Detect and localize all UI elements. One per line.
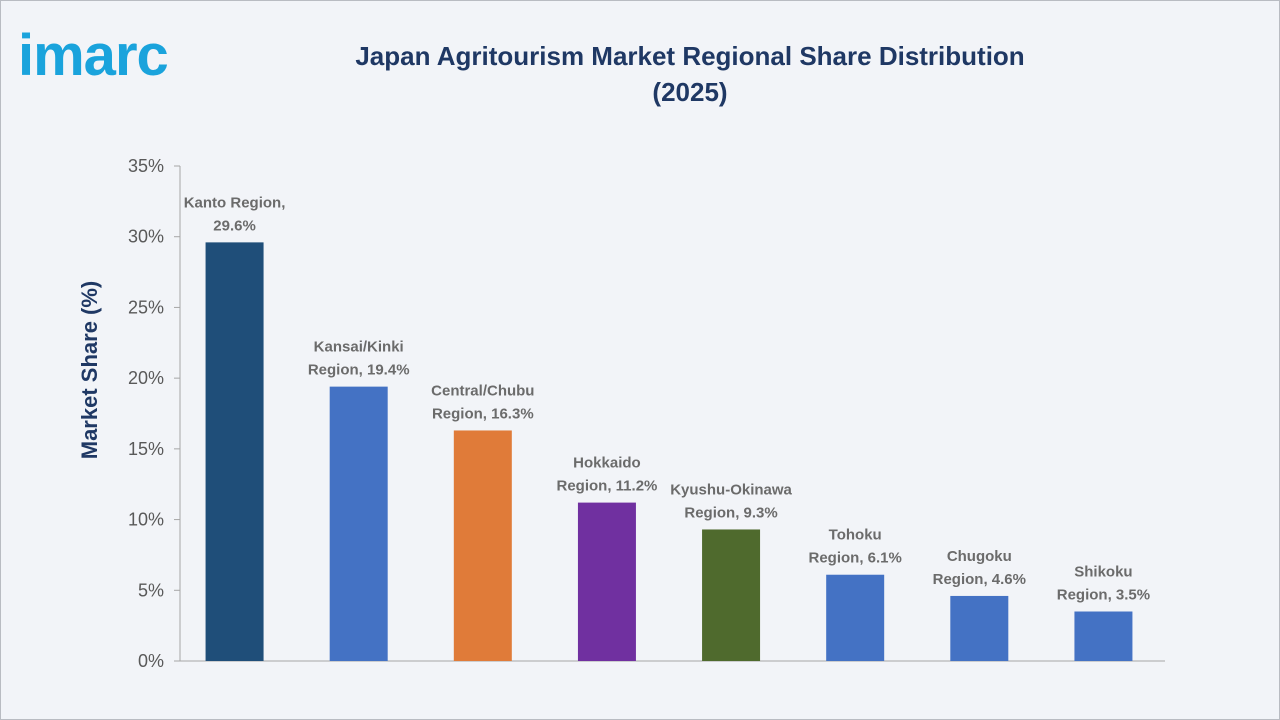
- imarc-logo: imarc: [18, 23, 169, 88]
- data-label-line: Tohoku: [829, 527, 882, 544]
- bar: [1074, 611, 1133, 661]
- bar: [826, 574, 885, 661]
- y-tick-label: 0%: [138, 651, 164, 671]
- data-label: Shikoku Region, 3.5%: [1057, 564, 1150, 604]
- y-tick-label: 5%: [138, 580, 164, 600]
- y-tick-label: 10%: [128, 510, 164, 530]
- data-label: Chugoku Region, 4.6%: [933, 548, 1026, 588]
- chart-title: Japan Agritourism Market Regional Share …: [290, 38, 1090, 110]
- data-label: Hokkaido Region, 11.2%: [557, 455, 658, 495]
- bar: [702, 529, 761, 661]
- data-label-line: Shikoku: [1074, 564, 1132, 581]
- data-label: Central/Chubu Region, 16.3%: [431, 382, 534, 422]
- y-tick-label: 30%: [128, 227, 164, 247]
- chart-title-line-2: (2025): [652, 77, 728, 107]
- chart-data-labels: Kanto Region, 29.6% Kansai/Kinki Region, 19…: [184, 194, 1150, 603]
- data-label-line: Hokkaido: [573, 455, 641, 472]
- data-label-line: Region, 6.1%: [809, 550, 902, 567]
- data-label: Kyushu-Okinawa Region, 9.3%: [670, 481, 792, 521]
- y-tick-label: 25%: [128, 297, 164, 317]
- chart-title-line-1: Japan Agritourism Market Regional Share …: [355, 41, 1025, 71]
- data-label-line: Region, 19.4%: [308, 362, 410, 379]
- data-label-line: Central/Chubu: [431, 382, 534, 399]
- y-tick-label: 20%: [128, 368, 164, 388]
- data-label-line: Region, 16.3%: [432, 405, 534, 422]
- y-axis-label: Market Share (%): [77, 281, 102, 460]
- data-label-line: Chugoku: [947, 548, 1012, 565]
- data-label-line: Kyushu-Okinawa: [670, 481, 792, 498]
- data-label-line: Region, 4.6%: [933, 571, 1026, 588]
- data-label-line: Region, 11.2%: [557, 478, 658, 495]
- data-label-line: 29.6%: [213, 217, 256, 234]
- data-label: Kanto Region, 29.6%: [184, 194, 286, 234]
- data-label-line: Region, 3.5%: [1057, 587, 1150, 604]
- bar: [950, 595, 1009, 661]
- bar: [453, 430, 512, 661]
- y-tick-label: 15%: [128, 439, 164, 459]
- data-label: Kansai/Kinki Region, 19.4%: [308, 339, 410, 379]
- chart-bars: [205, 242, 1133, 661]
- bar: [329, 386, 388, 661]
- chart-axes: 0% 5% 10% 15% 20% 25% 30% 35%: [128, 156, 1165, 671]
- data-label-line: Kansai/Kinki: [314, 339, 404, 356]
- data-label-line: Kanto Region,: [184, 194, 286, 211]
- data-label-line: Region, 9.3%: [684, 504, 777, 521]
- bar: [577, 502, 636, 661]
- data-label: Tohoku Region, 6.1%: [809, 527, 902, 567]
- logo-text: imarc: [18, 23, 168, 88]
- y-tick-label: 35%: [128, 156, 164, 176]
- bar: [205, 242, 264, 661]
